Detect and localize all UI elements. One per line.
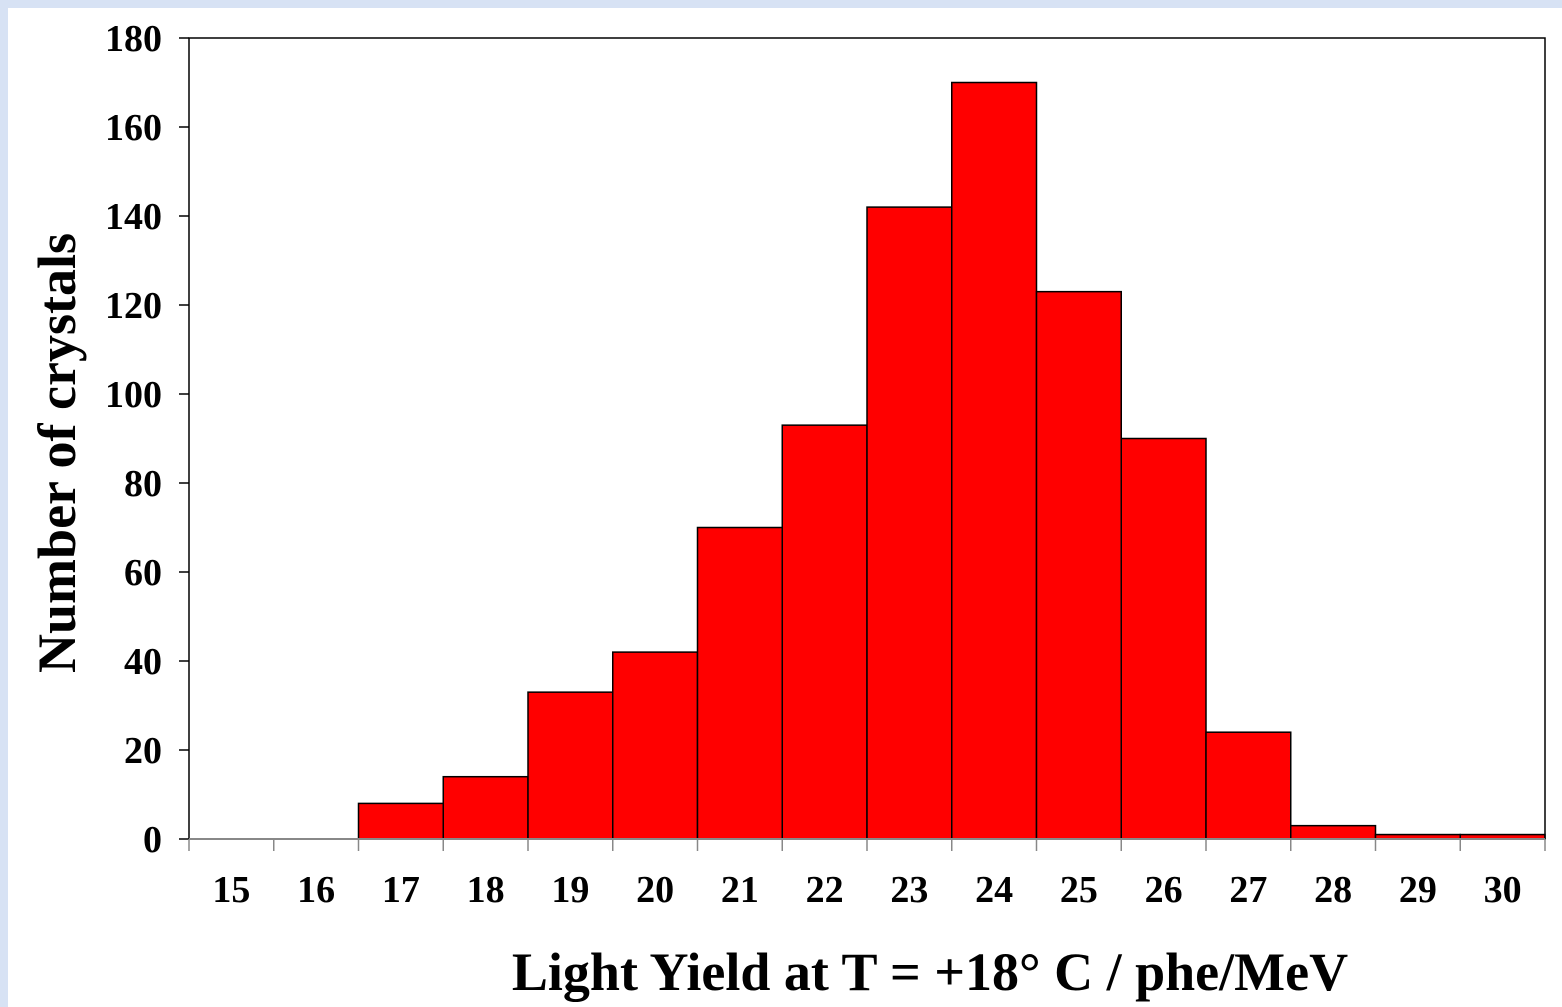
bar-24 [951, 81, 1038, 840]
x-tick-label-21: 21 [721, 869, 759, 911]
y-tick-label-180: 180 [105, 18, 162, 60]
x-tick-label-16: 16 [297, 869, 335, 911]
bar-27 [1205, 731, 1292, 840]
x-tick-label-20: 20 [636, 869, 674, 911]
x-tick-label-22: 22 [806, 869, 844, 911]
x-tick-labels: 15 16 17 18 19 20 21 22 23 24 25 26 27 28 29 30 [212, 869, 1521, 911]
x-tick-label-30: 30 [1484, 869, 1522, 911]
bars-group [357, 81, 1546, 840]
y-tick-label-20: 20 [124, 730, 162, 772]
x-tick-label-26: 26 [1145, 869, 1183, 911]
y-tick-label-120: 120 [105, 285, 162, 327]
y-tick-label-160: 160 [105, 107, 162, 149]
x-tick-label-23: 23 [890, 869, 928, 911]
bar-23 [866, 206, 953, 840]
bar-20 [612, 651, 699, 840]
bar-18 [442, 775, 529, 840]
y-tick-label-100: 100 [105, 374, 162, 416]
bar-25 [1035, 290, 1122, 840]
bar-17 [357, 802, 444, 840]
x-tick-label-19: 19 [551, 869, 589, 911]
y-tick-label-60: 60 [124, 552, 162, 594]
y-tick-label-40: 40 [124, 641, 162, 683]
x-tick-label-24: 24 [975, 869, 1013, 911]
y-tick-labels: 0 20 40 60 80 100 120 140 160 180 [105, 18, 162, 861]
bar-22 [781, 424, 868, 840]
y-tick-label-140: 140 [105, 196, 162, 238]
x-tick-label-29: 29 [1399, 869, 1437, 911]
x-tick-label-27: 27 [1229, 869, 1267, 911]
chart-frame: 0 20 40 60 80 100 120 140 160 180 15 16 17 18 19 20 21 2… [8, 8, 1562, 1007]
bar-21 [696, 526, 783, 840]
x-axis-title: Light Yield at T = +18° C / phe/MeV [512, 942, 1348, 1002]
y-axis-title: Number of crystals [27, 233, 87, 673]
x-tick-label-17: 17 [382, 869, 420, 911]
x-tick-label-18: 18 [467, 869, 505, 911]
x-tick-label-15: 15 [212, 869, 250, 911]
y-tick-label-0: 0 [143, 819, 162, 861]
histogram-chart: 0 20 40 60 80 100 120 140 160 180 15 16 17 18 19 20 21 2… [27, 18, 1546, 1002]
x-tick-label-25: 25 [1060, 869, 1098, 911]
bar-19 [527, 691, 614, 840]
axes-group [179, 37, 1546, 851]
bar-26 [1120, 437, 1207, 840]
bar-28 [1290, 824, 1377, 840]
y-tick-label-80: 80 [124, 463, 162, 505]
x-tick-label-28: 28 [1314, 869, 1352, 911]
